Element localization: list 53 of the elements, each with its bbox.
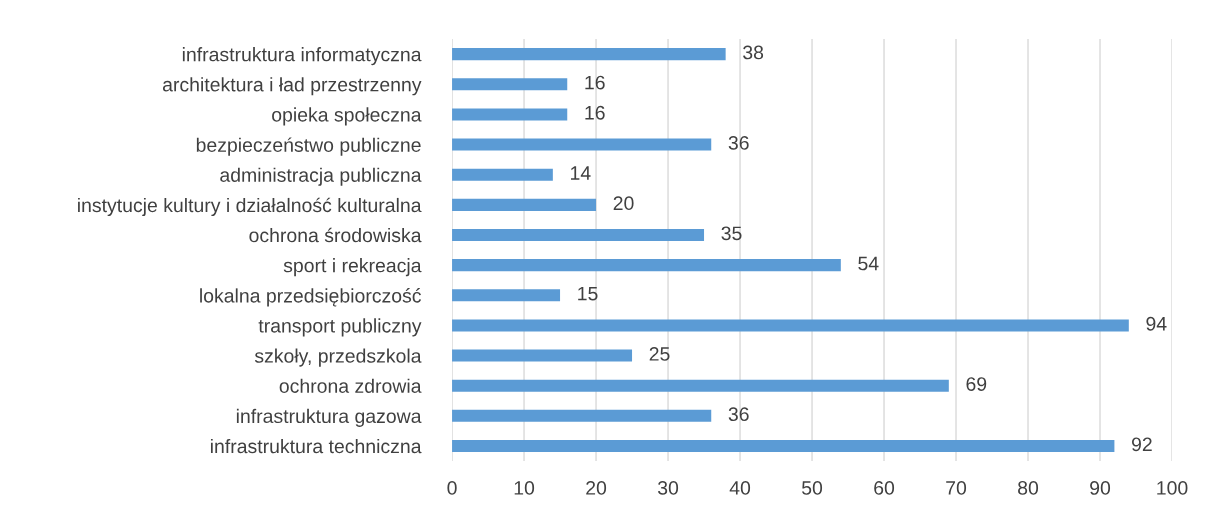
x-tick-label: 70 bbox=[946, 481, 967, 495]
x-tick-label: 0 bbox=[447, 481, 457, 495]
bar bbox=[452, 198, 597, 211]
y-tick-label: infrastruktura techniczna bbox=[210, 438, 422, 454]
bar bbox=[452, 319, 1129, 332]
data-label: 36 bbox=[728, 136, 749, 150]
data-label: 16 bbox=[585, 75, 605, 90]
bar bbox=[452, 168, 553, 181]
bar bbox=[452, 439, 1115, 453]
y-tick-label: bezpieczeństwo publiczne bbox=[196, 137, 421, 156]
data-label: 35 bbox=[721, 226, 742, 241]
x-tick-label: 30 bbox=[657, 481, 679, 495]
y-tick-label: szkoły, przedszkola bbox=[254, 348, 422, 367]
bar bbox=[452, 409, 712, 422]
data-label: 36 bbox=[728, 407, 749, 422]
bar bbox=[452, 108, 568, 121]
data-label: 20 bbox=[613, 196, 634, 211]
y-tick-label: lokalna przedsiębiorczość bbox=[200, 288, 421, 307]
y-tick-label: instytucje kultury i działalność kulturalna bbox=[78, 197, 422, 217]
x-tick-label: 80 bbox=[1018, 481, 1039, 495]
y-tick-label: architektura i ład przestrzenny bbox=[162, 77, 422, 96]
y-tick-label: ochrona zdrowia bbox=[279, 378, 422, 393]
y-tick-label: administracja publiczna bbox=[220, 167, 422, 186]
bar bbox=[452, 228, 705, 242]
bar bbox=[452, 289, 561, 302]
data-label: 25 bbox=[649, 347, 670, 361]
data-label: 38 bbox=[743, 45, 764, 60]
bar bbox=[452, 259, 841, 272]
data-label: 94 bbox=[1146, 316, 1167, 331]
data-label: 14 bbox=[571, 166, 591, 180]
bar bbox=[452, 349, 633, 362]
x-tick-label: 60 bbox=[874, 481, 895, 495]
data-label: 92 bbox=[1131, 437, 1152, 452]
y-tick-label: ochrona środowiska bbox=[249, 227, 422, 243]
data-label: 16 bbox=[585, 105, 605, 120]
bar bbox=[452, 138, 712, 151]
x-tick-label: 10 bbox=[514, 481, 535, 495]
y-tick-label: opieka społeczna bbox=[272, 107, 422, 126]
y-tick-label: infrastruktura gazowa bbox=[236, 408, 422, 427]
bar bbox=[452, 379, 949, 392]
y-tick-label: transport publiczny bbox=[258, 318, 422, 337]
y-tick-label: infrastruktura informatyczna bbox=[182, 47, 422, 66]
x-tick-label: 40 bbox=[729, 481, 751, 495]
x-tick-label: 100 bbox=[1157, 481, 1188, 495]
bar bbox=[452, 48, 726, 61]
x-tick-label: 50 bbox=[802, 481, 823, 495]
data-label: 69 bbox=[966, 377, 987, 391]
data-label: 54 bbox=[858, 256, 879, 271]
bar bbox=[452, 78, 568, 91]
x-tick-label: 20 bbox=[586, 481, 607, 495]
data-label: 15 bbox=[578, 286, 598, 301]
y-tick-label: sport i rekreacja bbox=[283, 258, 422, 277]
x-tick-label: 90 bbox=[1090, 481, 1111, 495]
